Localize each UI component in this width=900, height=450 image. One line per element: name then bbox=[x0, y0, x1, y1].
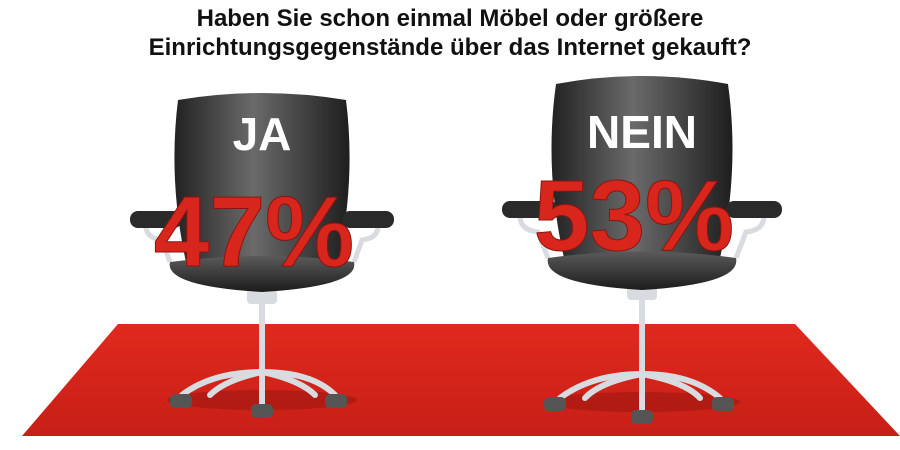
chair-seat bbox=[169, 256, 355, 292]
chair-wheels bbox=[544, 397, 734, 424]
red-carpet bbox=[22, 324, 900, 436]
chair-wheels bbox=[170, 394, 347, 418]
chair-arms bbox=[130, 211, 394, 263]
chair-base bbox=[179, 297, 338, 408]
chair-nein bbox=[502, 76, 782, 424]
chair-seat bbox=[547, 251, 737, 290]
chair-ja bbox=[130, 93, 394, 418]
chair-base bbox=[557, 295, 723, 413]
chart-title: Haben Sie schon einmal Möbel oder größer… bbox=[0, 4, 900, 62]
chair-stem bbox=[247, 288, 277, 304]
title-line-2: Einrichtungsgegenstände über das Interne… bbox=[148, 34, 752, 61]
category-label-ja: JA bbox=[233, 108, 292, 160]
chair-backrest bbox=[551, 76, 733, 258]
value-label-nein: 53% bbox=[534, 160, 734, 272]
chair-backrest bbox=[174, 93, 350, 262]
chair-arms bbox=[502, 201, 782, 259]
category-label-nein: NEIN bbox=[587, 106, 697, 158]
title-line-1: Haben Sie schon einmal Möbel oder größer… bbox=[196, 5, 704, 32]
value-label-ja: 47% bbox=[154, 176, 354, 288]
